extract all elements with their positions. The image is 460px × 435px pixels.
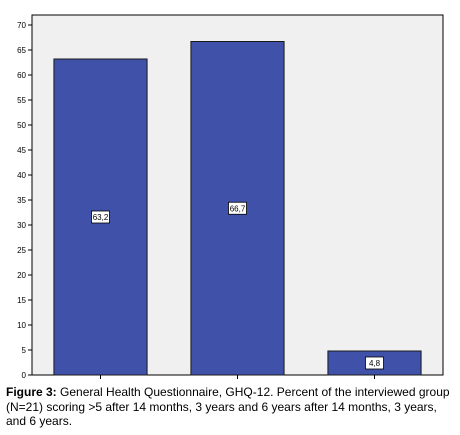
- y-tick-label: 35: [17, 196, 26, 205]
- y-tick-label: 30: [17, 221, 26, 230]
- y-tick-label: 70: [17, 21, 26, 30]
- y-tick-label: 65: [17, 46, 26, 55]
- value-label-box: [365, 356, 384, 370]
- y-tick-label: 0: [22, 371, 27, 380]
- y-tick-label: 5: [22, 346, 27, 355]
- y-tick-label: 60: [17, 71, 26, 80]
- y-tick-label: 45: [17, 146, 26, 155]
- value-label: 66,7: [230, 204, 246, 213]
- caption-label: Figure 3:: [6, 385, 57, 399]
- value-label-box: [91, 210, 110, 224]
- y-tick-label: 40: [17, 171, 26, 180]
- bar-chart: 0 5 10 15 20 25 30 35 40 45 50 55 60 65 70 63,2 66,7 4,8: [17, 14, 444, 380]
- y-tick-label: 25: [17, 246, 26, 255]
- value-label: 63,2: [93, 213, 109, 222]
- value-label: 4,8: [369, 359, 381, 368]
- value-label-box: [228, 201, 247, 215]
- y-tick-label: 20: [17, 271, 26, 280]
- y-tick-label: 55: [17, 96, 26, 105]
- y-tick-label: 50: [17, 121, 26, 130]
- y-tick-label: 15: [17, 296, 26, 305]
- y-tick-label: 10: [17, 321, 26, 330]
- caption-text: General Health Questionnaire, GHQ-12. Pe…: [6, 385, 450, 428]
- figure-caption: Figure 3: General Health Questionnaire, …: [6, 385, 456, 429]
